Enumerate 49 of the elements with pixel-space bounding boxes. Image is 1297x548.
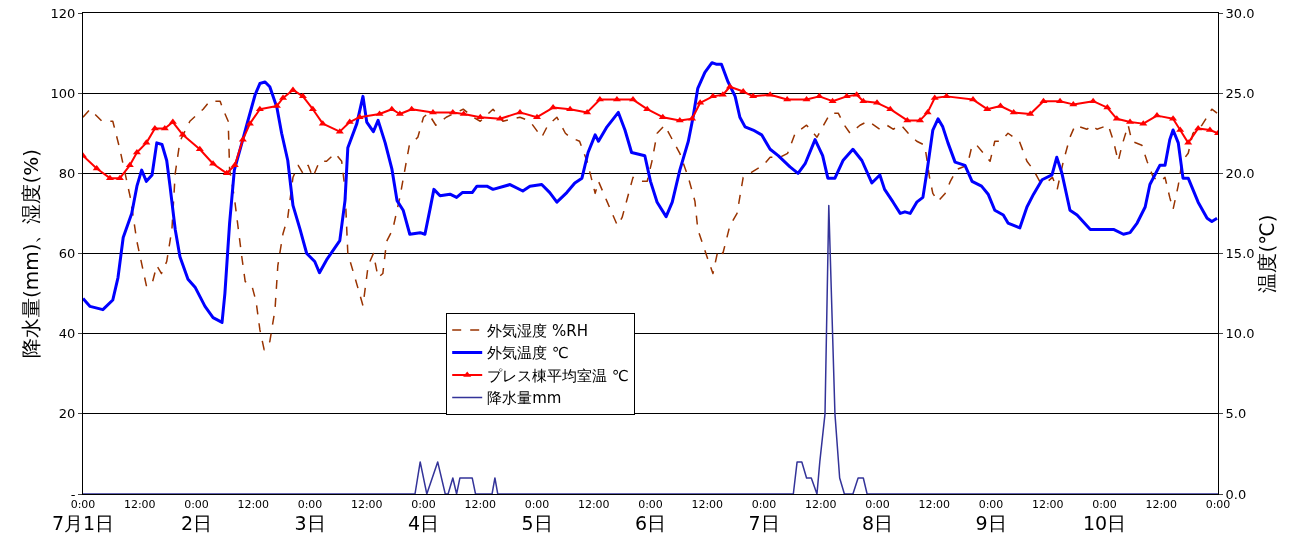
x-tick-label: 12:00 bbox=[1031, 498, 1064, 512]
x-tick-label: 0:00 bbox=[978, 498, 1004, 512]
legend-label: 外気湿度 %RH bbox=[487, 321, 588, 340]
x-tick-label: 12:00 bbox=[1145, 498, 1178, 512]
y-tick-label: 80 bbox=[58, 165, 76, 181]
x2-tick-label: 7月1日 bbox=[51, 512, 115, 534]
y2-tick-label: 25.0 bbox=[1225, 85, 1255, 101]
x2-tick-label: 9日 bbox=[975, 512, 1007, 534]
x-tick-label: 0:00 bbox=[751, 498, 777, 512]
x-tick-label: 12:00 bbox=[577, 498, 610, 512]
x-tick-label: 12:00 bbox=[464, 498, 497, 512]
y-axis-title: 降水量(mm)、湿度(%) bbox=[19, 148, 44, 359]
y-tick-label: 60 bbox=[58, 246, 76, 262]
x-tick-label: 0:00 bbox=[524, 498, 550, 512]
x2-tick-label: 2日 bbox=[180, 512, 213, 534]
y-tick-label: 120 bbox=[50, 5, 76, 21]
x-tick-label: 0:00 bbox=[70, 498, 96, 512]
x-tick-label: 0:00 bbox=[184, 498, 209, 512]
x-tick-label: 0:00 bbox=[297, 498, 323, 512]
x-tick-label: 0:00 bbox=[1205, 498, 1231, 512]
x-tick-label: 12:00 bbox=[804, 498, 837, 512]
x-tick-label: 12:00 bbox=[123, 498, 156, 512]
x2-tick-label: 6日 bbox=[634, 512, 667, 534]
x2-tick-label: 8日 bbox=[861, 512, 894, 534]
x2-tick-label: 7日 bbox=[748, 512, 780, 534]
y2-axis-title: 温度(℃) bbox=[1254, 214, 1279, 293]
y2-tick-label: 30.0 bbox=[1225, 5, 1255, 21]
legend-label: 外気温度 ℃ bbox=[487, 344, 569, 363]
x2-tick-label: 4日 bbox=[407, 512, 440, 534]
legend-label: プレス棟平均室温 ℃ bbox=[487, 366, 629, 385]
legend-label: 降水量mm bbox=[487, 389, 562, 408]
y-tick-label: 40 bbox=[58, 326, 76, 342]
x-tick-label: 12:00 bbox=[691, 498, 724, 512]
y2-tick-label: 10.0 bbox=[1225, 326, 1255, 342]
x-tick-label: 0:00 bbox=[865, 498, 890, 512]
x-tick-label: 0:00 bbox=[638, 498, 663, 512]
y2-tick-label: 15.0 bbox=[1225, 246, 1255, 262]
x2-tick-label: 3日 bbox=[294, 512, 326, 534]
x-tick-label: 12:00 bbox=[350, 498, 383, 512]
x2-tick-label: 5日 bbox=[521, 512, 553, 534]
y2-tick-label: 20.0 bbox=[1225, 165, 1255, 181]
x2-tick-label: 10日 bbox=[1082, 512, 1127, 534]
y-tick-label: 100 bbox=[50, 85, 76, 101]
x-tick-label: 12:00 bbox=[918, 498, 951, 512]
y-tick-label: 20 bbox=[58, 406, 76, 422]
x-tick-label: 0:00 bbox=[1092, 498, 1117, 512]
x-tick-label: 12:00 bbox=[237, 498, 270, 512]
x-tick-label: 0:00 bbox=[411, 498, 436, 512]
y2-tick-label: 5.0 bbox=[1225, 406, 1247, 422]
